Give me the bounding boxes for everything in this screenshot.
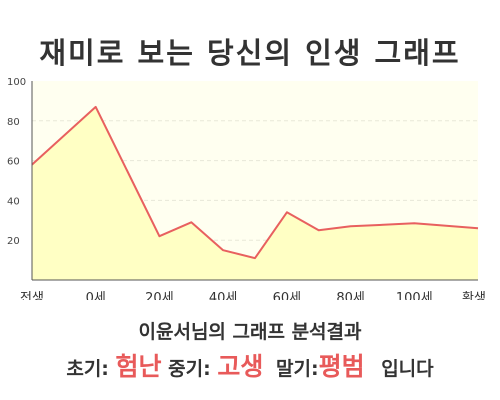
early-label: 초기:	[66, 358, 109, 380]
life-graph-chart: 20 40 60 80 100 전생 0세 20세 40세 60세 80세 100세 환생	[7, 77, 486, 300]
y-tick-label: 80	[7, 117, 20, 128]
late-label: 말기:	[276, 358, 319, 380]
y-tick-label: 60	[7, 157, 20, 168]
mid-label: 중기:	[168, 358, 211, 380]
late-value: 평범	[318, 352, 365, 381]
y-tick-label: 100	[7, 77, 26, 88]
x-tick-label: 0세	[86, 291, 106, 300]
axes	[31, 81, 478, 281]
x-tick-label: 전생	[20, 291, 44, 300]
x-tick-label: 20세	[145, 291, 174, 300]
analysis-summary: 이윤서님의 그래프 분석결과	[138, 321, 362, 343]
early-value: 험난	[115, 352, 162, 381]
ending-text: 입니다	[381, 358, 434, 380]
life-line-series	[31, 105, 479, 260]
x-tick-label: 60세	[273, 291, 302, 300]
x-tick-label: 80세	[336, 291, 365, 300]
y-tick-label: 40	[7, 196, 20, 207]
y-tick-labels: 20 40 60 80 100	[7, 77, 26, 247]
analysis-result: 초기: 험난 중기: 고생 말기:평범 입니다	[0, 347, 500, 383]
y-tick-label: 20	[7, 236, 20, 247]
life-area-fill	[32, 106, 478, 281]
x-tick-label: 40세	[209, 291, 238, 300]
mid-value: 고생	[217, 352, 264, 381]
x-tick-labels: 전생 0세 20세 40세 60세 80세 100세 환생	[20, 291, 486, 300]
x-tick-label: 100세	[396, 291, 433, 300]
page-title: 재미로 보는 당신의 인생 그래프	[39, 36, 461, 70]
x-tick-label: 환생	[462, 291, 486, 300]
